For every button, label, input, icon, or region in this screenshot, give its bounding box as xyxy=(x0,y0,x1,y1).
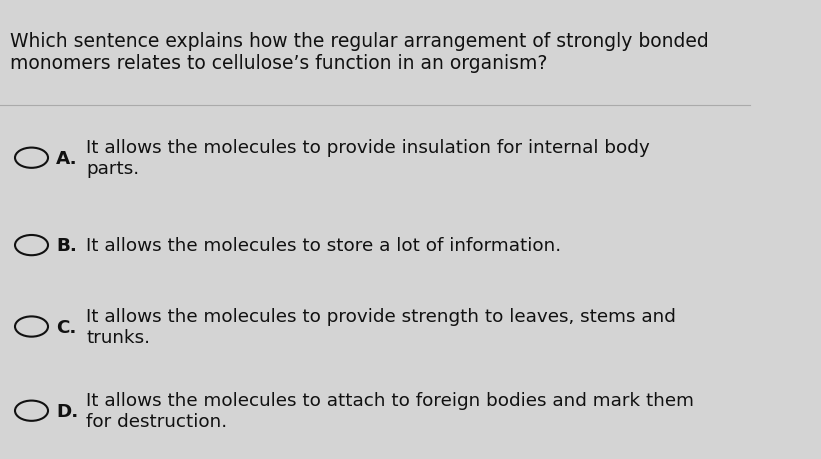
Text: It allows the molecules to store a lot of information.: It allows the molecules to store a lot o… xyxy=(86,236,562,255)
Text: It allows the molecules to provide strength to leaves, stems and
trunks.: It allows the molecules to provide stren… xyxy=(86,308,677,346)
Text: A.: A. xyxy=(57,149,78,168)
Text: D.: D. xyxy=(57,402,79,420)
Text: It allows the molecules to attach to foreign bodies and mark them
for destructio: It allows the molecules to attach to for… xyxy=(86,392,695,430)
Text: Which sentence explains how the regular arrangement of strongly bonded
monomers : Which sentence explains how the regular … xyxy=(10,32,709,73)
Text: It allows the molecules to provide insulation for internal body
parts.: It allows the molecules to provide insul… xyxy=(86,139,650,178)
Text: B.: B. xyxy=(57,236,77,255)
Text: C.: C. xyxy=(57,318,76,336)
